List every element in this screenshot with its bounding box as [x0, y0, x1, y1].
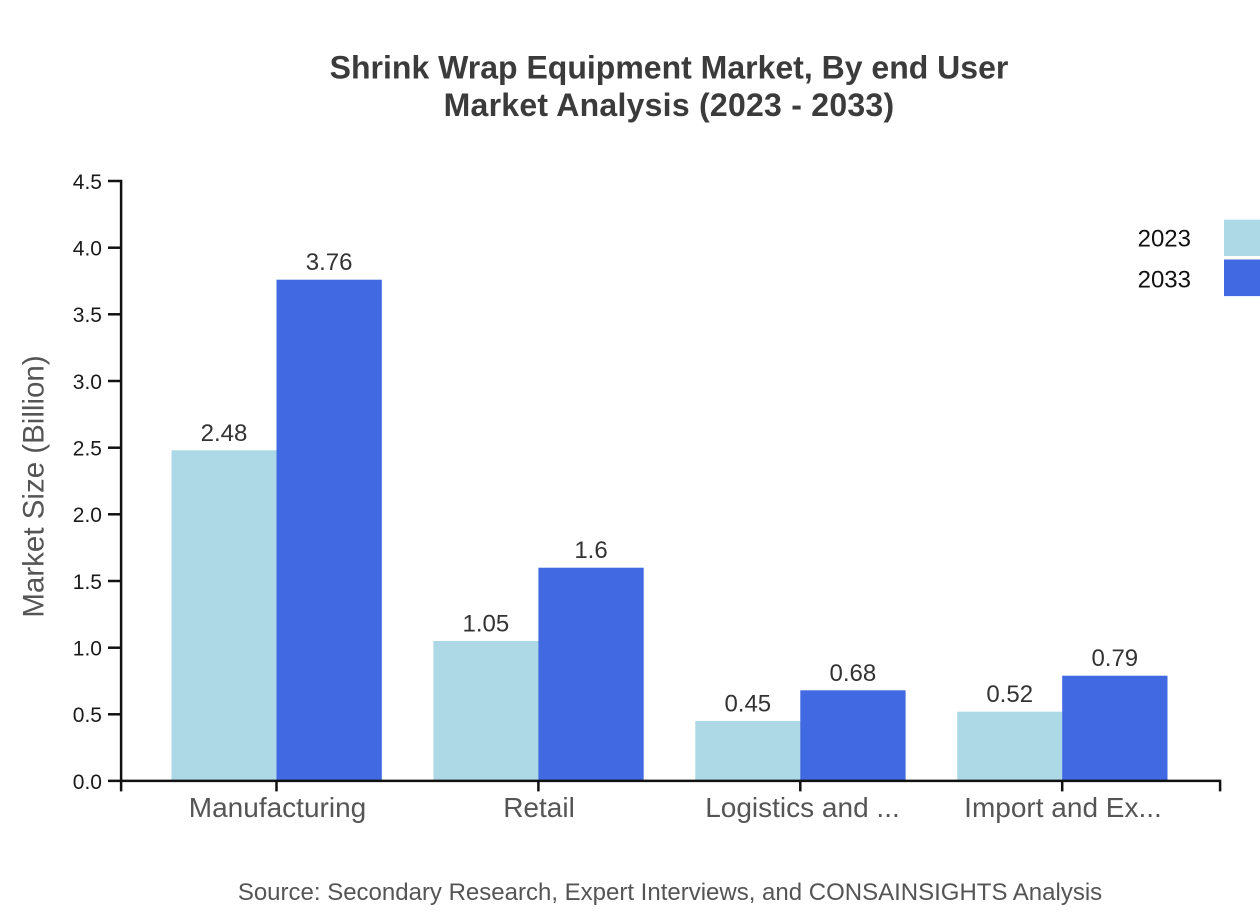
svg-text:2023: 2023	[1138, 226, 1191, 253]
svg-text:Retail: Retail	[503, 792, 575, 823]
svg-text:0.68: 0.68	[830, 660, 877, 687]
svg-text:3.0: 3.0	[73, 371, 102, 394]
svg-text:Market Size (Billion): Market Size (Billion)	[18, 355, 51, 617]
svg-text:Shrink Wrap Equipment Market,: Shrink Wrap Equipment Market, By end Use…	[330, 50, 1009, 86]
svg-text:Logistics and ...: Logistics and ...	[705, 792, 900, 823]
svg-text:2033: 2033	[1138, 266, 1191, 293]
svg-text:3.5: 3.5	[73, 304, 102, 327]
svg-text:1.05: 1.05	[463, 611, 510, 638]
svg-text:4.0: 4.0	[73, 238, 102, 261]
svg-text:0.5: 0.5	[73, 704, 102, 727]
svg-text:Manufacturing: Manufacturing	[189, 792, 366, 823]
svg-text:0.45: 0.45	[724, 691, 771, 718]
svg-text:Source: Secondary Research, Ex: Source: Secondary Research, Expert Inter…	[238, 879, 1102, 906]
svg-text:0.0: 0.0	[73, 771, 102, 794]
svg-text:2.48: 2.48	[201, 420, 248, 447]
svg-text:Market Analysis (2023 - 2033): Market Analysis (2023 - 2033)	[444, 87, 895, 123]
svg-text:0.79: 0.79	[1091, 645, 1138, 672]
svg-text:1.6: 1.6	[574, 537, 607, 564]
svg-text:4.5: 4.5	[73, 171, 102, 194]
svg-text:1.5: 1.5	[73, 571, 102, 594]
svg-text:3.76: 3.76	[306, 249, 353, 276]
svg-text:2.5: 2.5	[73, 438, 102, 461]
svg-text:1.0: 1.0	[73, 638, 102, 661]
svg-text:2.0: 2.0	[73, 504, 102, 527]
svg-text:Import and Ex...: Import and Ex...	[964, 792, 1162, 823]
svg-text:0.52: 0.52	[986, 681, 1033, 708]
